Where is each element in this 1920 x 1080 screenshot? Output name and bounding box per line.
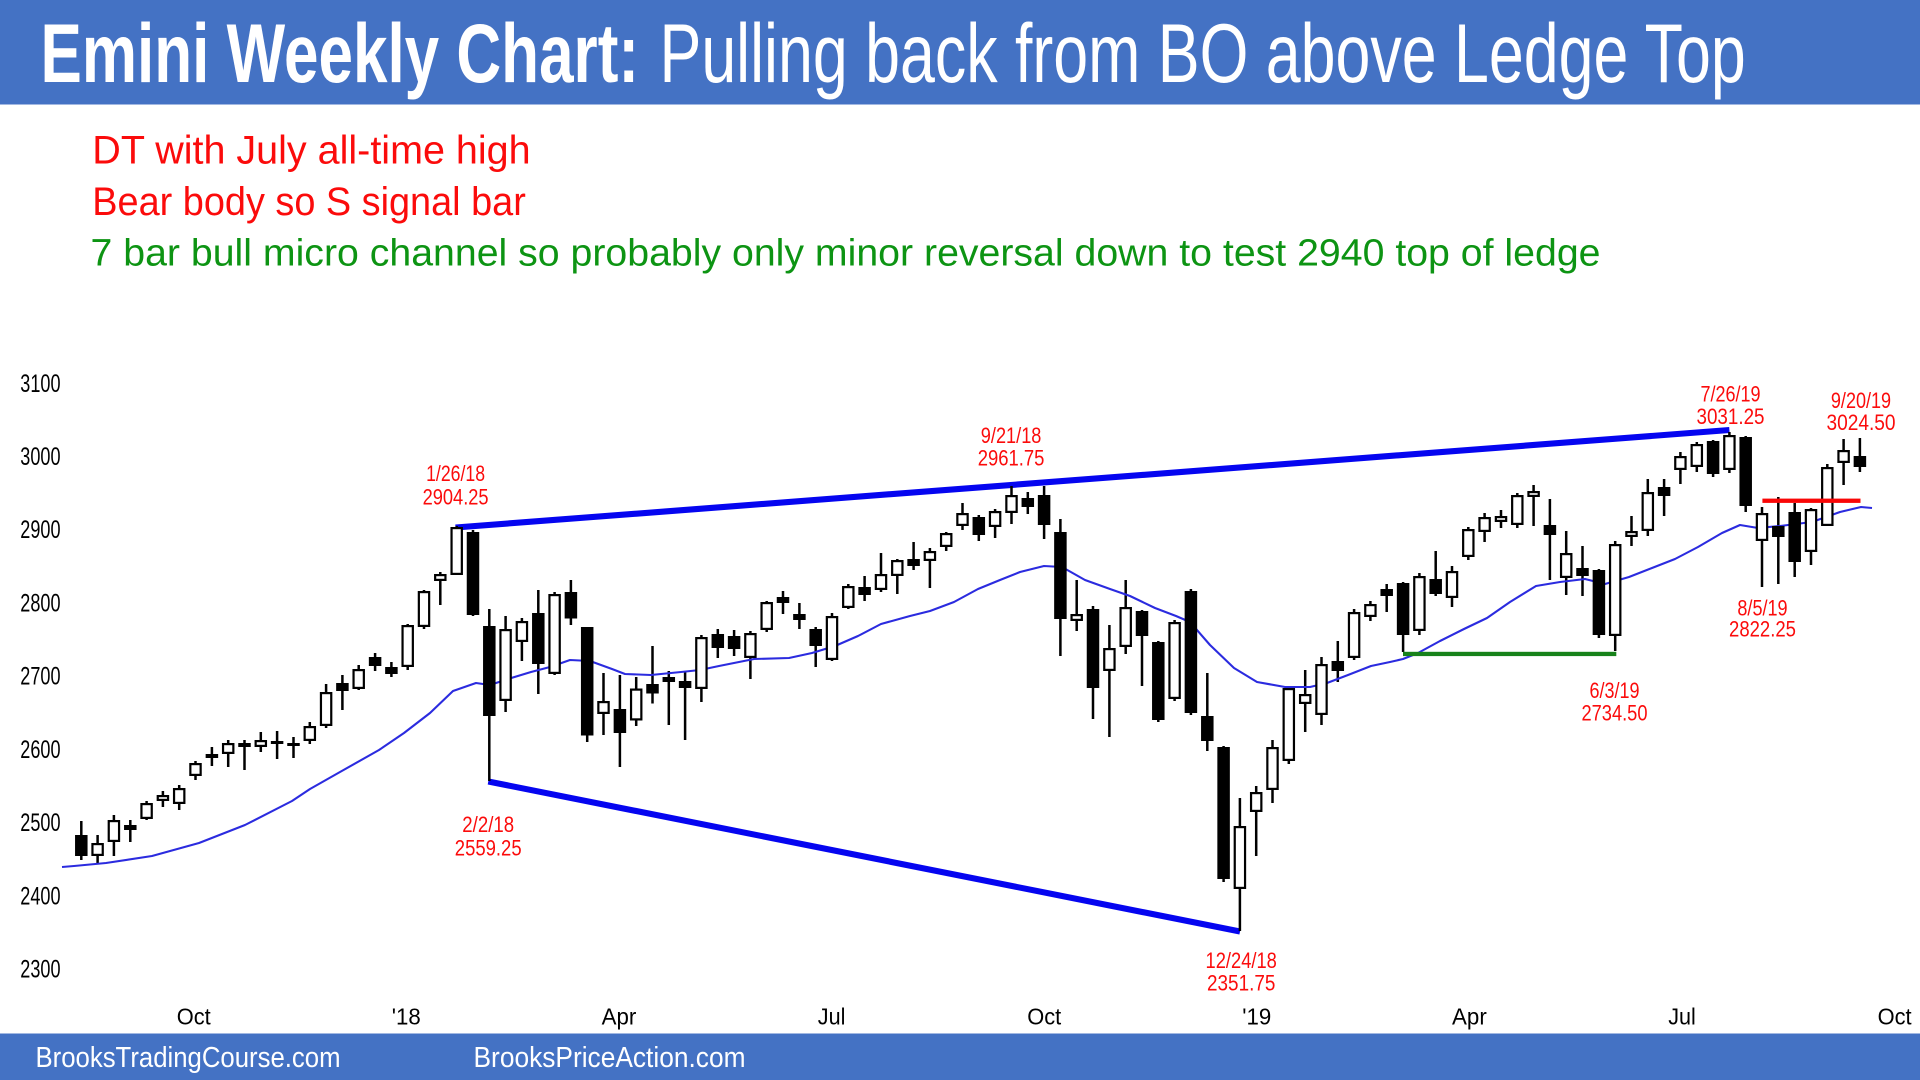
svg-text:3031.25: 3031.25 xyxy=(1697,404,1765,429)
svg-text:Oct: Oct xyxy=(1027,1003,1062,1029)
svg-text:2700: 2700 xyxy=(20,663,60,691)
svg-text:2800: 2800 xyxy=(20,589,60,617)
svg-text:2559.25: 2559.25 xyxy=(455,835,522,860)
svg-text:1/26/18: 1/26/18 xyxy=(426,461,485,486)
svg-text:Oct: Oct xyxy=(1878,1003,1913,1029)
svg-text:2600: 2600 xyxy=(20,736,60,764)
svg-text:2822.25: 2822.25 xyxy=(1729,617,1796,642)
svg-text:Pulling back from BO above Led: Pulling back from BO above Ledge Top xyxy=(660,6,1746,100)
svg-text:7/26/19: 7/26/19 xyxy=(1700,382,1760,407)
svg-text:'18: '18 xyxy=(392,1003,421,1029)
svg-text:6/3/19: 6/3/19 xyxy=(1590,678,1640,703)
svg-text:3100: 3100 xyxy=(20,370,60,398)
svg-text:2300: 2300 xyxy=(20,956,60,984)
svg-text:2500: 2500 xyxy=(20,809,60,837)
svg-text:BrooksTradingCourse.com: BrooksTradingCourse.com xyxy=(36,1042,341,1074)
svg-text:DT with July all-time high: DT with July all-time high xyxy=(92,129,530,173)
svg-text:9/21/18: 9/21/18 xyxy=(981,423,1042,448)
svg-text:Bear body so S signal bar: Bear body so S signal bar xyxy=(92,180,526,224)
svg-text:3000: 3000 xyxy=(20,443,60,471)
svg-text:3024.50: 3024.50 xyxy=(1826,410,1895,435)
svg-text:Apr: Apr xyxy=(602,1003,637,1029)
svg-text:2904.25: 2904.25 xyxy=(423,485,489,510)
svg-text:2961.75: 2961.75 xyxy=(978,445,1045,470)
svg-text:2900: 2900 xyxy=(20,516,60,544)
svg-text:Apr: Apr xyxy=(1452,1003,1487,1029)
svg-text:2/2/18: 2/2/18 xyxy=(462,812,514,837)
svg-text:'19: '19 xyxy=(1242,1003,1271,1029)
svg-text:8/5/19: 8/5/19 xyxy=(1737,595,1787,620)
svg-text:2400: 2400 xyxy=(20,882,60,910)
svg-text:7 bar bull micro channel so pr: 7 bar bull micro channel so probably onl… xyxy=(91,233,1601,275)
svg-text:2351.75: 2351.75 xyxy=(1207,971,1275,996)
svg-text:2734.50: 2734.50 xyxy=(1582,701,1648,726)
svg-text:Emini Weekly Chart:: Emini Weekly Chart: xyxy=(41,6,640,100)
svg-text:9/20/19: 9/20/19 xyxy=(1831,388,1891,413)
svg-text:Jul: Jul xyxy=(1668,1003,1696,1029)
svg-text:Jul: Jul xyxy=(818,1003,846,1029)
svg-text:12/24/18: 12/24/18 xyxy=(1206,948,1277,973)
svg-text:Oct: Oct xyxy=(177,1003,212,1029)
svg-text:BrooksPriceAction.com: BrooksPriceAction.com xyxy=(474,1042,746,1074)
